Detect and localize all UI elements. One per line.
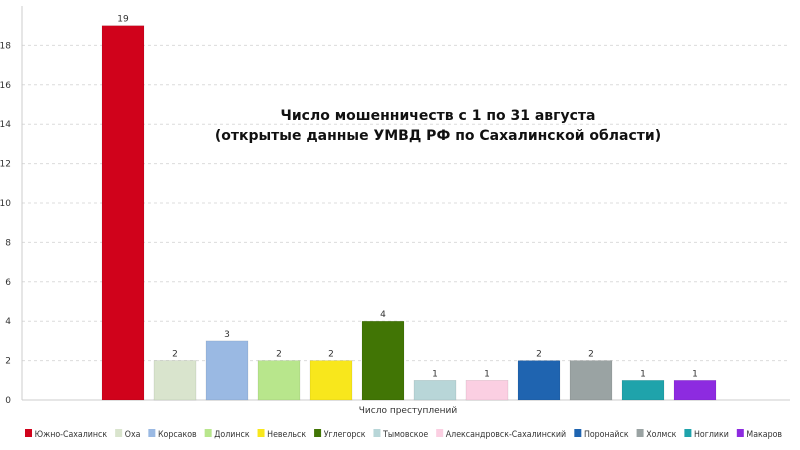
legend-swatch bbox=[436, 429, 444, 437]
legend-item[interactable]: Макаров bbox=[736, 428, 782, 439]
y-tick-label: 8 bbox=[5, 238, 11, 248]
legend-label: Долинск bbox=[214, 428, 249, 439]
bar-value-label: 2 bbox=[588, 350, 594, 360]
chart-title-line-1: Число мошенничеств с 1 по 31 августа bbox=[281, 108, 596, 124]
legend-item[interactable]: Южно-Сахалинск bbox=[25, 428, 107, 439]
legend-swatch bbox=[574, 429, 582, 437]
legend-label: Оха bbox=[125, 428, 141, 439]
legend-item[interactable]: Корсаков bbox=[148, 428, 197, 439]
bar-value-label: 1 bbox=[640, 369, 646, 379]
x-axis-title: Число преступлений bbox=[359, 406, 458, 416]
legend-item[interactable]: Углегорск bbox=[314, 428, 365, 439]
legend: Южно-Сахалинск Оха Корсаков Долинск Невельск… bbox=[25, 428, 782, 439]
legend-label: Холмск bbox=[646, 428, 676, 439]
bar[interactable] bbox=[569, 360, 613, 401]
bar[interactable] bbox=[153, 360, 197, 401]
legend-swatch bbox=[373, 429, 381, 437]
y-tick-label: 2 bbox=[5, 357, 11, 367]
legend-label: Поронайск bbox=[584, 428, 629, 439]
bar-value-label: 2 bbox=[172, 350, 178, 360]
legend-item[interactable]: Александровск-Сахалинский bbox=[436, 428, 566, 439]
legend-swatch bbox=[148, 429, 156, 437]
y-tick-label: 16 bbox=[0, 81, 11, 91]
y-tick-label: 0 bbox=[5, 396, 11, 406]
grid-lines bbox=[22, 44, 790, 362]
bar[interactable] bbox=[673, 380, 717, 401]
chart-title-line-2: (открытые данные УМВД РФ по Сахалинской … bbox=[215, 128, 661, 144]
legend-swatch bbox=[25, 429, 33, 437]
legend-label: Ноглики bbox=[694, 428, 729, 439]
legend-item[interactable]: Невельск bbox=[257, 428, 307, 439]
bar-value-label: 3 bbox=[224, 330, 230, 340]
legend-item[interactable]: Оха bbox=[115, 428, 140, 439]
y-tick-label: 10 bbox=[0, 199, 11, 209]
bar[interactable] bbox=[309, 360, 353, 401]
bars bbox=[101, 25, 717, 401]
bar[interactable] bbox=[465, 380, 509, 401]
legend-item[interactable]: Поронайск bbox=[574, 428, 629, 439]
legend-item[interactable]: Холмск bbox=[636, 428, 677, 439]
data-labels: 19 2 3 2 2 4 1 1 2 2 1 1 bbox=[117, 15, 698, 380]
bar[interactable] bbox=[257, 360, 301, 401]
legend-label: Южно-Сахалинск bbox=[35, 428, 107, 439]
legend-label: Тымовское bbox=[382, 428, 428, 439]
legend-swatch bbox=[115, 429, 123, 437]
bar-value-label: 2 bbox=[328, 350, 334, 360]
bar[interactable] bbox=[517, 360, 561, 401]
y-tick-label: 12 bbox=[0, 160, 11, 170]
legend-swatch bbox=[314, 429, 322, 437]
bar-value-label: 19 bbox=[117, 15, 129, 25]
legend-swatch bbox=[736, 429, 744, 437]
y-tick-label: 6 bbox=[5, 278, 11, 288]
bar[interactable] bbox=[205, 340, 249, 401]
legend-swatch bbox=[257, 429, 265, 437]
legend-label: Углегорск bbox=[324, 428, 366, 439]
legend-swatch bbox=[204, 429, 212, 437]
bar[interactable] bbox=[413, 380, 457, 401]
bar-value-label: 1 bbox=[484, 369, 490, 379]
y-tick-label: 4 bbox=[5, 317, 11, 327]
bar-value-label: 1 bbox=[432, 369, 438, 379]
bar[interactable] bbox=[621, 380, 665, 401]
legend-label: Макаров bbox=[746, 428, 782, 439]
legend-swatch bbox=[636, 429, 644, 437]
legend-item[interactable]: Долинск bbox=[204, 428, 250, 439]
legend-swatch bbox=[684, 429, 692, 437]
legend-item[interactable]: Ноглики bbox=[684, 428, 729, 439]
bar-value-label: 2 bbox=[536, 350, 542, 360]
legend-label: Корсаков bbox=[158, 428, 197, 439]
bar-value-label: 1 bbox=[692, 369, 698, 379]
bar[interactable] bbox=[101, 25, 145, 401]
bar-value-label: 2 bbox=[276, 350, 282, 360]
bar-value-label: 4 bbox=[380, 310, 386, 320]
bar[interactable] bbox=[361, 320, 405, 401]
y-tick-label: 18 bbox=[0, 41, 11, 51]
legend-label: Александровск-Сахалинский bbox=[446, 428, 566, 439]
legend-label: Невельск bbox=[267, 428, 306, 439]
y-tick-label: 14 bbox=[0, 120, 11, 130]
legend-item[interactable]: Тымовское bbox=[373, 428, 428, 439]
